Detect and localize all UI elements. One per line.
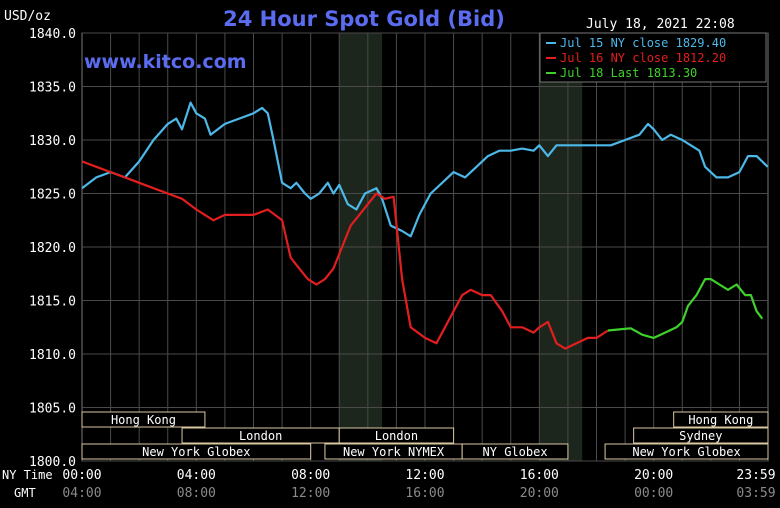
watermark: www.kitco.com xyxy=(84,51,247,73)
session-box-8 xyxy=(604,443,769,460)
x-tick-label-ny-2: 08:00 xyxy=(291,468,330,483)
session-label-0: Hong Kong xyxy=(111,413,176,427)
x-tick-label-gmt-2: 12:00 xyxy=(291,486,330,501)
y-tick-label-8: 1800.0 xyxy=(29,455,76,470)
legend-box xyxy=(539,32,767,83)
session-label-1: Hong Kong xyxy=(688,413,753,427)
market-sessions-layer: Hong Kong Hong Kong London London Sydney New … xyxy=(81,411,769,460)
series-line-1 xyxy=(81,160,609,350)
y-tick-label-3: 1825.0 xyxy=(29,188,76,203)
y-tick-label-1: 1835.0 xyxy=(29,81,76,96)
x-tick-label-ny-0: 00:00 xyxy=(62,468,101,483)
x-tick-label-gmt-1: 08:00 xyxy=(177,486,216,501)
session-label-2: London xyxy=(239,429,282,443)
x-tick-label-ny-4: 16:00 xyxy=(520,468,559,483)
legend-entry-0: Jul 15 NY close 1829.40 xyxy=(560,36,726,50)
y-tick-label-4: 1820.0 xyxy=(29,241,76,256)
axis-layer: 1840.0 1835.0 1830.0 1825.0 1820.0 1815.0 1810… xyxy=(2,27,776,501)
session-box-1 xyxy=(673,411,769,428)
x-tick-label-ny-5: 20:00 xyxy=(634,468,673,483)
legend-entry-1: Jul 16 NY close 1812.20 xyxy=(560,51,726,65)
session-label-3: London xyxy=(375,429,418,443)
series-line-0 xyxy=(81,101,769,238)
session-label-8: New York Globex xyxy=(632,445,740,459)
y-tick-label-0: 1840.0 xyxy=(29,27,76,42)
session-box-5 xyxy=(81,443,312,460)
x-tick-label-gmt-6: 03:59 xyxy=(736,486,775,501)
session-box-4 xyxy=(633,427,769,444)
x-axis-title-ny: NY Time xyxy=(2,468,53,482)
series-layer xyxy=(81,101,769,350)
x-axis-title-gmt: GMT xyxy=(14,486,36,500)
chart-title: 24 Hour Spot Gold (Bid) xyxy=(223,7,505,31)
session-label-5: New York Globex xyxy=(142,445,250,459)
date-label: July 18, 2021 22:08 xyxy=(586,17,735,32)
x-tick-label-ny-1: 04:00 xyxy=(177,468,216,483)
x-tick-label-ny-3: 12:00 xyxy=(405,468,444,483)
x-tick-label-gmt-3: 16:00 xyxy=(405,486,444,501)
unit-label: USD/oz xyxy=(4,9,51,24)
x-tick-label-gmt-4: 20:00 xyxy=(520,486,559,501)
y-tick-label-5: 1815.0 xyxy=(29,295,76,310)
session-label-7: NY Globex xyxy=(483,445,548,459)
series-line-2 xyxy=(607,278,764,339)
legend-entry-2: Jul 18 Last 1813.30 xyxy=(560,66,697,80)
session-label-4: Sydney xyxy=(679,429,722,443)
session-box-0 xyxy=(81,411,206,428)
y-tick-label-6: 1810.0 xyxy=(29,348,76,363)
x-tick-label-gmt-5: 00:00 xyxy=(634,486,673,501)
session-box-7 xyxy=(461,443,569,460)
x-tick-label-gmt-0: 04:00 xyxy=(62,486,101,501)
x-tick-label-ny-6: 23:59 xyxy=(736,468,775,483)
y-tick-label-7: 1805.0 xyxy=(29,402,76,417)
y-tick-label-2: 1830.0 xyxy=(29,134,76,149)
session-box-3 xyxy=(338,427,455,444)
session-label-6: New York NYMEX xyxy=(343,445,445,459)
